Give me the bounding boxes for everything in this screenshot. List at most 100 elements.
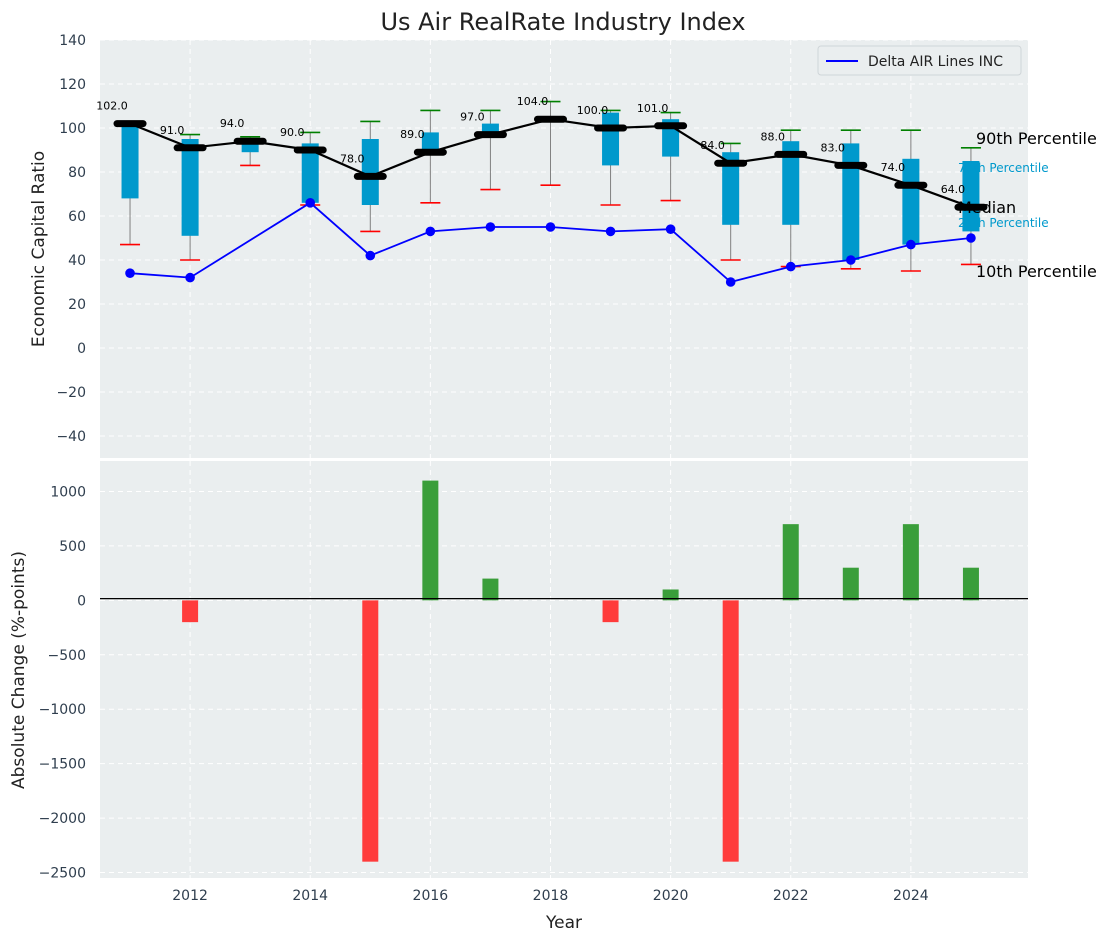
box-series [120,100,981,272]
x-tick-label: 2018 [533,888,569,904]
top-y-tick-label: 80 [68,165,86,181]
legend: Delta AIR Lines INC [817,45,1022,76]
median-data-label: 78.0 [340,152,365,165]
top-y-tick-label: 60 [68,209,86,225]
bottom-y-tick-label: 500 [59,539,86,555]
x-tick-label: 2014 [292,888,328,904]
bottom-gridlines [100,461,1028,878]
p75-label: 75th Percentile [958,161,1049,175]
positive-bar [482,578,499,601]
median-data-label: 64.0 [941,183,966,196]
x-tick-label: 2024 [893,888,929,904]
iqr-box [421,132,439,153]
company-point [485,222,496,232]
median-data-label: 104.0 [517,95,549,108]
bottom-y-tick-label: −1000 [39,702,86,718]
top-y-tick-label: −20 [56,385,86,401]
iqr-box [602,112,620,166]
median-data-label: 102.0 [96,100,128,113]
company-point [125,268,135,279]
iqr-box [301,143,319,203]
company-point [185,272,195,283]
company-point [725,277,736,287]
median-data-label: 83.0 [821,141,846,154]
bottom-y-tick-label: −2500 [39,866,86,882]
median-data-label: 90.0 [280,126,305,139]
company-point [425,226,436,237]
company-series [125,198,976,287]
p10-label: 10th Percentile [976,262,1097,281]
top-y-tick-label: −40 [56,429,86,445]
bottom-y-ticks: −2500 −2000 −1500 −1000 −500 0 500 1000 [39,484,86,881]
median-series [113,115,988,211]
company-line [129,201,972,283]
iqr-box [722,152,740,225]
company-point [665,224,676,234]
median-data-label: 74.0 [881,161,906,174]
bottom-y-tick-label: −2000 [39,811,86,827]
bottom-plot-area [100,461,1028,878]
positive-bar [422,480,439,601]
top-plot-area [100,40,1028,458]
median-data-label: 101.0 [637,102,669,115]
median-data-label: 84.0 [700,139,725,152]
bottom-y-tick-label: 0 [77,593,86,609]
top-y-axis-label: Economic Capital Ratio [29,151,49,347]
iqr-box [962,161,980,232]
bottom-y-tick-label: −1500 [39,757,86,773]
median-data-label: 97.0 [460,111,485,124]
top-y-tick-label: 0 [77,341,86,357]
median-data-label: 100.0 [577,104,609,117]
company-point [365,250,376,261]
negative-bar [602,600,619,623]
positive-bar [782,524,799,601]
median-data-label: 88.0 [760,130,785,143]
company-point [785,261,796,272]
x-tick-label: 2016 [413,888,449,904]
iqr-box [181,139,199,236]
p90-label: 90th Percentile [976,129,1097,148]
company-point [605,226,616,237]
positive-bar [842,567,859,601]
bottom-y-tick-label: −500 [48,648,86,664]
median-data-label: 91.0 [160,124,185,137]
iqr-box [782,141,800,225]
median-data-label: 89.0 [400,128,425,141]
top-y-tick-label: 120 [59,77,86,93]
top-y-tick-label: 20 [68,297,86,313]
top-y-tick-label: 100 [59,121,86,137]
iqr-box [481,123,499,135]
negative-bar [182,600,199,623]
top-y-tick-label: 140 [59,33,86,49]
company-point [906,239,916,250]
median-label: Median [958,198,1016,217]
top-y-tick-label: 40 [68,253,86,269]
positive-bar [902,524,919,601]
iqr-box [902,158,920,245]
company-point [305,198,316,208]
negative-bar [722,600,739,862]
median-data-label: 94.0 [220,117,245,130]
median-data-labels: 102.0 91.0 94.0 90.0 78.0 89.0 97.0 104.0 100.0 1… [96,95,965,196]
x-tick-label: 2020 [653,888,689,904]
x-tick-label: 2012 [172,888,208,904]
bottom-y-axis-label: Absolute Change (%-points) [9,551,29,789]
positive-bar [962,567,979,601]
legend-entry: Delta AIR Lines INC [868,54,1003,70]
p25-label: 25th Percentile [958,216,1049,230]
x-axis-label: Year [545,913,582,933]
legend-box [817,45,1022,76]
x-tick-label: 2022 [773,888,809,904]
iqr-box [842,143,860,260]
company-point [966,233,976,243]
company-point [545,222,556,232]
bottom-x-ticks: 2012 2014 2016 2018 2020 2022 2024 [172,888,928,904]
change-bars [182,480,979,862]
negative-bar [362,600,379,862]
iqr-box [121,123,139,199]
company-point [846,255,856,265]
top-y-ticks: −40 −20 0 20 40 60 80 100 120 140 [56,33,86,445]
chart-title: Us Air RealRate Industry Index [380,8,745,36]
iqr-box [361,139,379,205]
